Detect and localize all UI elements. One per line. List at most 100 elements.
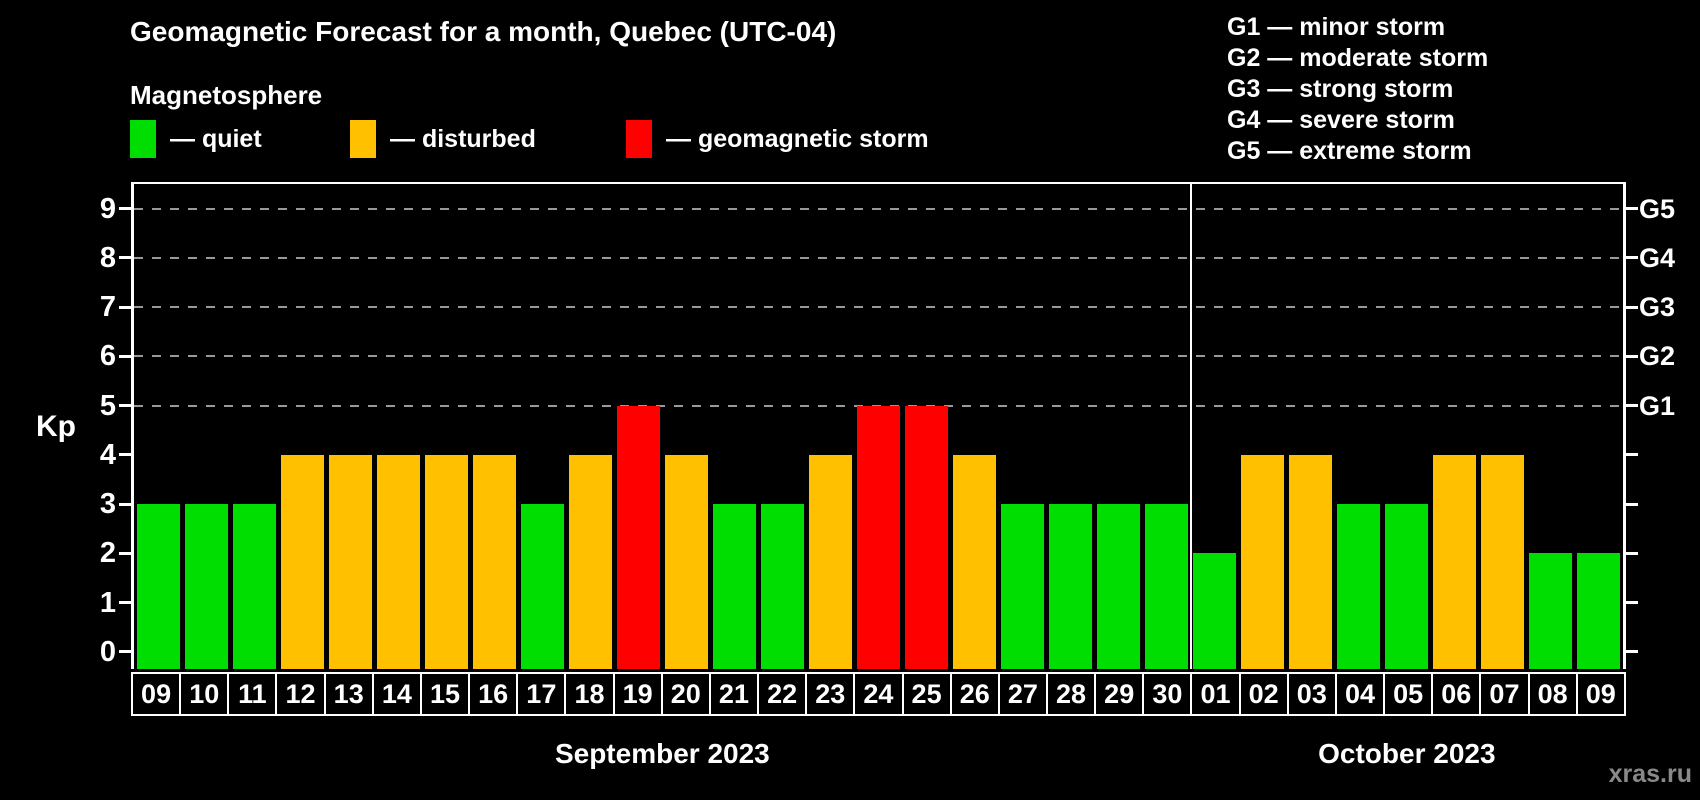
y-tick-label: 5 [99,389,116,422]
right-axis-tick [1626,502,1638,506]
g-scale-item-g3: G3 — strong storm [1227,75,1454,103]
kp-bar [1433,454,1477,669]
kp-bar [953,454,997,669]
y-tick-label: 0 [99,635,116,668]
y-tick-label: 1 [99,586,116,619]
kp-bar [1193,553,1237,669]
day-label: 03 [1286,672,1337,716]
day-label: 01 [1190,672,1241,716]
day-label: 14 [371,672,422,716]
chart-title: Geomagnetic Forecast for a month, Quebec… [130,16,837,47]
day-label: 08 [1527,672,1578,716]
day-label: 15 [419,672,471,716]
right-axis-tick [1626,404,1638,408]
storm-color-swatch [626,120,652,158]
kp-bar [808,454,852,669]
kp-bar [184,504,228,669]
legend-item-disturbed: — disturbed [350,118,536,160]
g-axis-label: G1 [1639,390,1676,421]
kp-bar [136,504,180,669]
right-axis-tick [1626,551,1638,555]
kp-bar [1145,504,1189,669]
y-tick-label: 7 [99,291,116,324]
right-axis-tick [1626,650,1638,654]
kp-bar [328,454,372,669]
kp-axis-label: Kp [36,410,76,443]
g-scale-item-g5: G5 — extreme storm [1227,137,1472,165]
grid-line [134,404,1623,407]
g-scale-legend: G1 — minor storm G2 — moderate storm G3 … [1227,12,1488,167]
kp-bar [280,454,324,669]
left-axis-tick [119,207,131,211]
kp-bar [520,504,564,669]
kp-bar [232,504,276,669]
day-label: 10 [179,672,230,716]
kp-bar [760,504,804,669]
day-label: 02 [1238,672,1289,716]
g-axis-label: G3 [1639,292,1676,323]
day-label: 07 [1479,672,1530,716]
g-scale-item-g1: G1 — minor storm [1227,13,1446,41]
day-label: 26 [949,672,1000,716]
grid-line [134,256,1623,259]
y-tick-label: 2 [99,537,116,570]
day-label: 13 [323,672,374,716]
legend-item-quiet: — quiet [130,118,262,160]
month-label-september: September 2023 [554,738,770,769]
kp-bar [376,454,420,669]
y-tick-label: 6 [99,340,116,373]
kp-bar [472,454,516,669]
right-axis-tick [1626,256,1638,260]
disturbed-color-swatch [350,120,376,158]
left-axis-tick [119,551,131,555]
grid-line [134,306,1623,309]
kp-bar [712,504,756,669]
day-label: 18 [564,672,615,716]
day-label: 09 [1575,672,1626,716]
day-axis: 09 10 11 12 13 14 15 16 17 18 19 20 21 22 23 24 25 26 27 28… [131,672,1626,716]
kp-bar [616,405,660,669]
left-axis-tick [119,601,131,605]
right-axis-tick [1626,453,1638,457]
left-axis-tick [119,502,131,506]
kp-bar [856,405,900,669]
grid-line [134,355,1623,358]
right-axis-tick [1626,207,1638,211]
kp-bar [424,454,468,669]
kp-bar [1241,454,1285,669]
month-label-october: October 2023 [1318,738,1496,769]
kp-bar [1385,504,1429,669]
kp-bar [1001,504,1045,669]
day-label: 06 [1431,672,1482,716]
legend-label-quiet: — quiet [170,124,262,153]
plot-area: 0 1 2 3 4 5 6 7 8 9 G1 G2 G3 G4 G5 [100,182,1675,669]
y-tick-label: 4 [99,438,116,471]
kp-bar [1337,504,1381,669]
g-axis-label: G2 [1639,341,1676,372]
legend-label-disturbed: — disturbed [390,124,536,153]
left-axis-tick [119,256,131,260]
kp-bar [1289,454,1333,669]
day-label: 30 [1142,672,1193,716]
kp-bar [664,454,708,669]
magnetosphere-label: Magnetosphere [130,80,323,110]
legend-label-storm: — geomagnetic storm [666,124,929,153]
day-label: 16 [468,672,519,716]
kp-bar [1097,504,1141,669]
day-label: 09 [131,672,182,716]
right-axis-tick [1626,601,1638,605]
left-axis-tick [119,404,131,408]
g-axis-label: G5 [1639,193,1676,224]
y-tick-label: 9 [99,192,116,225]
day-label: 21 [708,672,760,716]
month-separator [1189,184,1192,669]
day-label: 22 [757,672,808,716]
day-label: 19 [612,672,663,716]
day-label: 29 [1094,672,1145,716]
kp-bar [1529,553,1573,669]
day-label: 23 [805,672,856,716]
day-label: 27 [997,672,1048,716]
legend-item-storm: — geomagnetic storm [626,118,929,160]
right-axis-tick [1626,305,1638,309]
day-label: 05 [1383,672,1434,716]
